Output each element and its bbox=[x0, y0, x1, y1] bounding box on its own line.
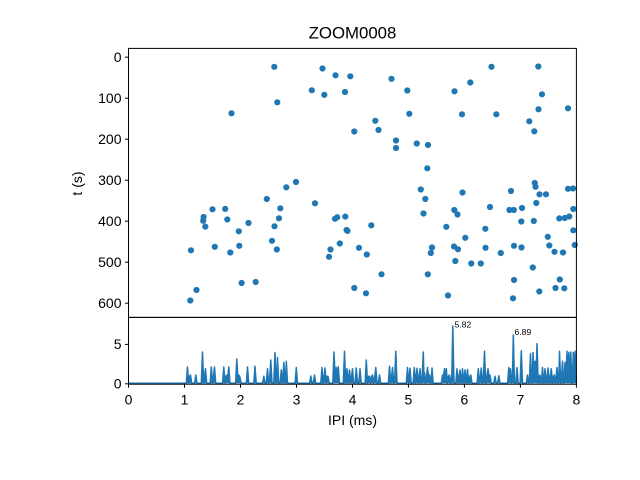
svg-text:2: 2 bbox=[237, 392, 245, 408]
svg-text:4: 4 bbox=[349, 392, 357, 408]
svg-text:ZOOM0008: ZOOM0008 bbox=[309, 24, 397, 43]
svg-text:100: 100 bbox=[98, 90, 122, 106]
svg-text:0: 0 bbox=[125, 392, 133, 408]
svg-text:500: 500 bbox=[98, 254, 122, 270]
svg-text:8: 8 bbox=[573, 392, 581, 408]
svg-text:200: 200 bbox=[98, 131, 122, 147]
svg-text:400: 400 bbox=[98, 213, 122, 229]
svg-text:IPI (ms): IPI (ms) bbox=[328, 412, 377, 428]
svg-text:0: 0 bbox=[114, 376, 122, 392]
svg-text:6.89: 6.89 bbox=[515, 327, 532, 337]
svg-text:t (s): t (s) bbox=[69, 171, 85, 195]
svg-text:5: 5 bbox=[114, 336, 122, 352]
svg-text:6: 6 bbox=[461, 392, 469, 408]
svg-text:5: 5 bbox=[405, 392, 413, 408]
svg-text:600: 600 bbox=[98, 295, 122, 311]
svg-text:3: 3 bbox=[293, 392, 301, 408]
svg-text:0: 0 bbox=[114, 49, 122, 65]
svg-text:300: 300 bbox=[98, 172, 122, 188]
svg-text:5.82: 5.82 bbox=[455, 320, 472, 330]
svg-text:7: 7 bbox=[517, 392, 525, 408]
svg-text:1: 1 bbox=[181, 392, 189, 408]
